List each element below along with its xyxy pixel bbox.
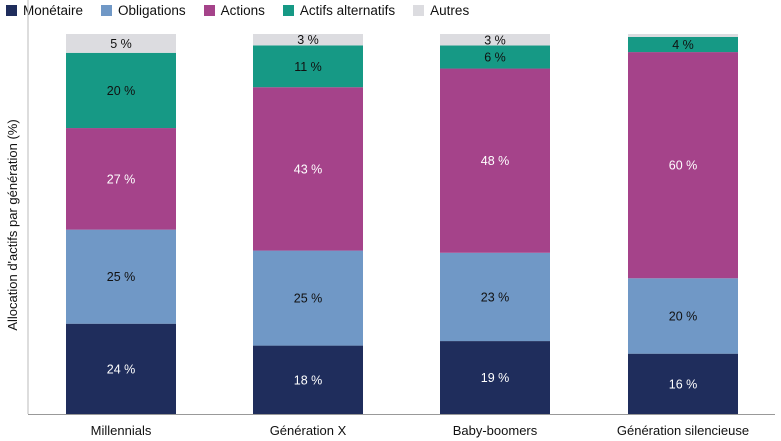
legend-item: Actifs alternatifs xyxy=(282,3,396,18)
data-label: 27 % xyxy=(107,172,136,186)
data-label: 16 % xyxy=(669,377,698,391)
bar-segment xyxy=(253,45,363,88)
x-tick-label: Génération X xyxy=(270,423,347,438)
legend-label: Monétaire xyxy=(23,3,84,18)
bar-segment-autres xyxy=(628,34,738,37)
bar-segment xyxy=(440,341,550,414)
bar-segment xyxy=(440,45,550,69)
legend-item: Actions xyxy=(203,3,265,18)
legend-label: Obligations xyxy=(118,3,186,18)
data-label: 11 % xyxy=(294,60,322,74)
data-label: 4 % xyxy=(672,38,694,52)
bar-segment xyxy=(66,229,176,324)
y-axis-label: Allocation d'actifs par génération (%) xyxy=(5,119,20,330)
legend-swatch xyxy=(413,5,425,16)
bar-segment xyxy=(628,353,738,414)
bar-segment xyxy=(628,37,738,53)
data-label: 5 % xyxy=(110,37,132,51)
bar-segment xyxy=(66,34,176,53)
bar-segment xyxy=(253,87,363,251)
bar-segment xyxy=(253,345,363,414)
legend-label: Autres xyxy=(430,3,470,18)
legend-label: Actifs alternatifs xyxy=(299,3,396,18)
bar-segment xyxy=(628,278,738,354)
data-label: 25 % xyxy=(294,292,323,306)
data-label: 3 % xyxy=(297,33,319,47)
legend-label: Actions xyxy=(220,3,265,18)
data-label: 6 % xyxy=(484,51,506,65)
data-label: 48 % xyxy=(481,154,510,168)
data-label: 18 % xyxy=(294,373,323,387)
data-label: 20 % xyxy=(669,309,698,323)
bar-segment xyxy=(440,34,550,46)
legend-item: Monétaire xyxy=(6,3,83,18)
legend: Monétaire Obligations Actions Actifs altern… xyxy=(6,3,469,18)
legend-swatch xyxy=(282,5,294,16)
data-label: 23 % xyxy=(481,290,510,304)
bar-segment xyxy=(66,128,176,230)
data-label: 25 % xyxy=(107,270,136,284)
bar-segment xyxy=(253,250,363,346)
legend-item: Autres xyxy=(413,3,469,18)
legend-item: Obligations xyxy=(101,3,186,18)
bar-segment xyxy=(440,68,550,253)
legend-swatch xyxy=(6,5,17,16)
x-tick-label: Génération silencieuse xyxy=(617,423,749,438)
bar-segment xyxy=(440,252,550,342)
bar-segment xyxy=(66,52,176,129)
data-label: 20 % xyxy=(107,84,136,98)
bar-segment xyxy=(253,34,363,46)
data-label: 24 % xyxy=(107,362,136,376)
x-tick-label: Baby-boomers xyxy=(453,423,538,438)
data-label: 43 % xyxy=(294,162,323,176)
legend-swatch xyxy=(203,5,215,16)
data-label: 19 % xyxy=(481,371,510,385)
data-label: 60 % xyxy=(669,159,698,173)
bar-segment xyxy=(66,323,176,414)
x-tick-label: Millennials xyxy=(91,423,152,438)
legend-swatch xyxy=(101,5,113,16)
bar-segment xyxy=(628,52,738,279)
data-label: 3 % xyxy=(484,33,506,47)
